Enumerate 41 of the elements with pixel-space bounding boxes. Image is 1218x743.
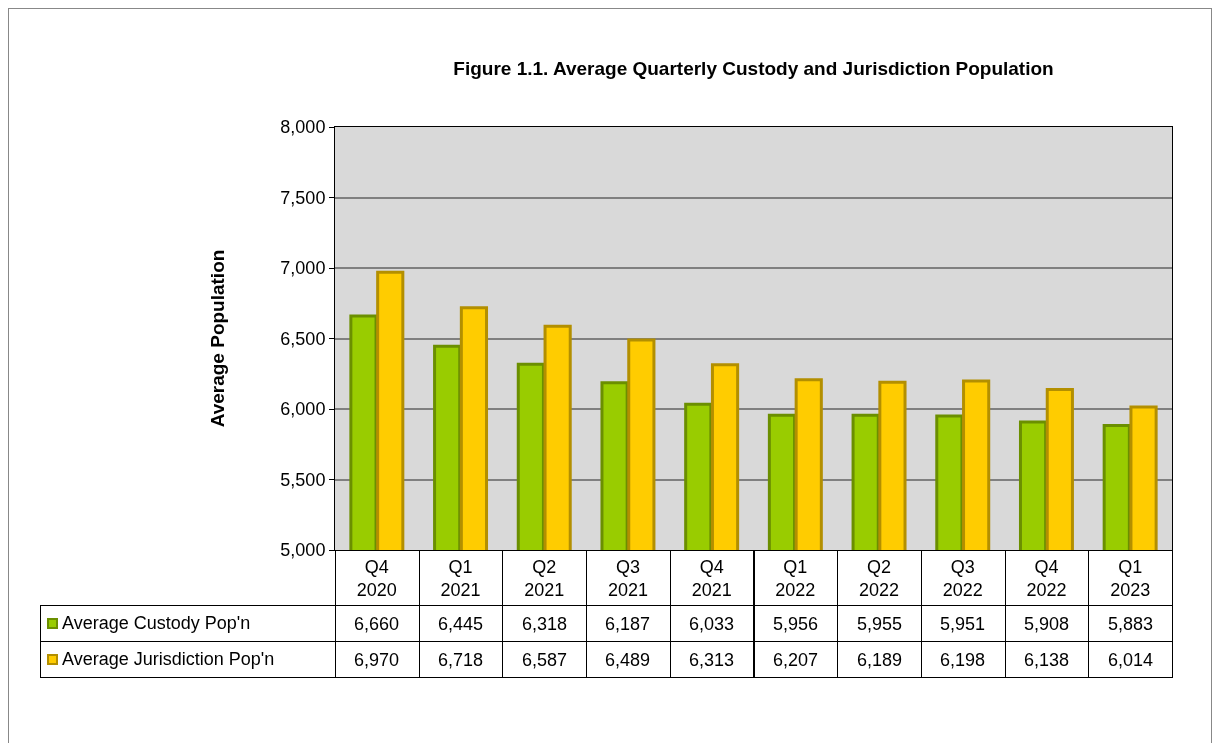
y-tick-label: 7,500 — [280, 187, 326, 208]
data-label: 6,189 — [857, 650, 903, 670]
data-label: 5,955 — [857, 614, 903, 634]
legend-label: Average Custody Pop'n — [62, 613, 251, 634]
y-tick-label: 8,000 — [280, 117, 326, 138]
data-label: 6,718 — [438, 650, 484, 670]
data-label: 6,187 — [605, 614, 651, 634]
data-label: 6,318 — [522, 614, 568, 634]
x-tick-label: Q1 2021 — [440, 556, 481, 600]
x-tick-label: Q1 2022 — [775, 556, 816, 600]
data-label: 5,951 — [940, 614, 986, 634]
data-label: 6,445 — [438, 614, 484, 634]
data-label: 6,198 — [940, 650, 986, 670]
y-axis-title: Average Population — [207, 249, 229, 428]
data-label: 6,489 — [605, 650, 651, 670]
data-label: 6,138 — [1024, 650, 1070, 670]
y-tick-label: 6,000 — [280, 399, 326, 420]
data-label: 5,883 — [1108, 614, 1154, 634]
data-label: 6,313 — [689, 650, 735, 670]
x-tick-label: Q2 2022 — [859, 556, 900, 600]
x-tick-label: Q4 2020 — [356, 556, 397, 600]
data-label: 6,660 — [354, 614, 400, 634]
x-tick-label: Q4 2021 — [691, 556, 732, 600]
data-label: 6,970 — [354, 650, 400, 670]
x-tick-label: Q2 2021 — [524, 556, 565, 600]
x-tick-label: Q4 2022 — [1026, 556, 1067, 600]
data-label: 5,956 — [773, 614, 819, 634]
chart-title: Figure 1.1. Average Quarterly Custody and Jurisdiction Population — [453, 58, 1054, 80]
legend-label: Average Jurisdiction Pop'n — [62, 649, 275, 670]
data-label: 6,033 — [689, 614, 735, 634]
y-tick-label: 7,000 — [280, 258, 326, 279]
data-label: 6,587 — [522, 650, 568, 670]
data-label: 5,908 — [1024, 614, 1070, 634]
x-tick-label: Q3 2022 — [942, 556, 983, 600]
x-tick-label: Q3 2021 — [607, 556, 648, 600]
data-label: 6,014 — [1108, 650, 1154, 670]
y-tick-label: 5,500 — [280, 469, 326, 490]
data-label: 6,207 — [773, 650, 819, 670]
y-tick-label: 5,000 — [280, 540, 326, 561]
x-tick-label: Q1 2023 — [1110, 556, 1151, 600]
y-tick-label: 6,500 — [280, 328, 326, 349]
